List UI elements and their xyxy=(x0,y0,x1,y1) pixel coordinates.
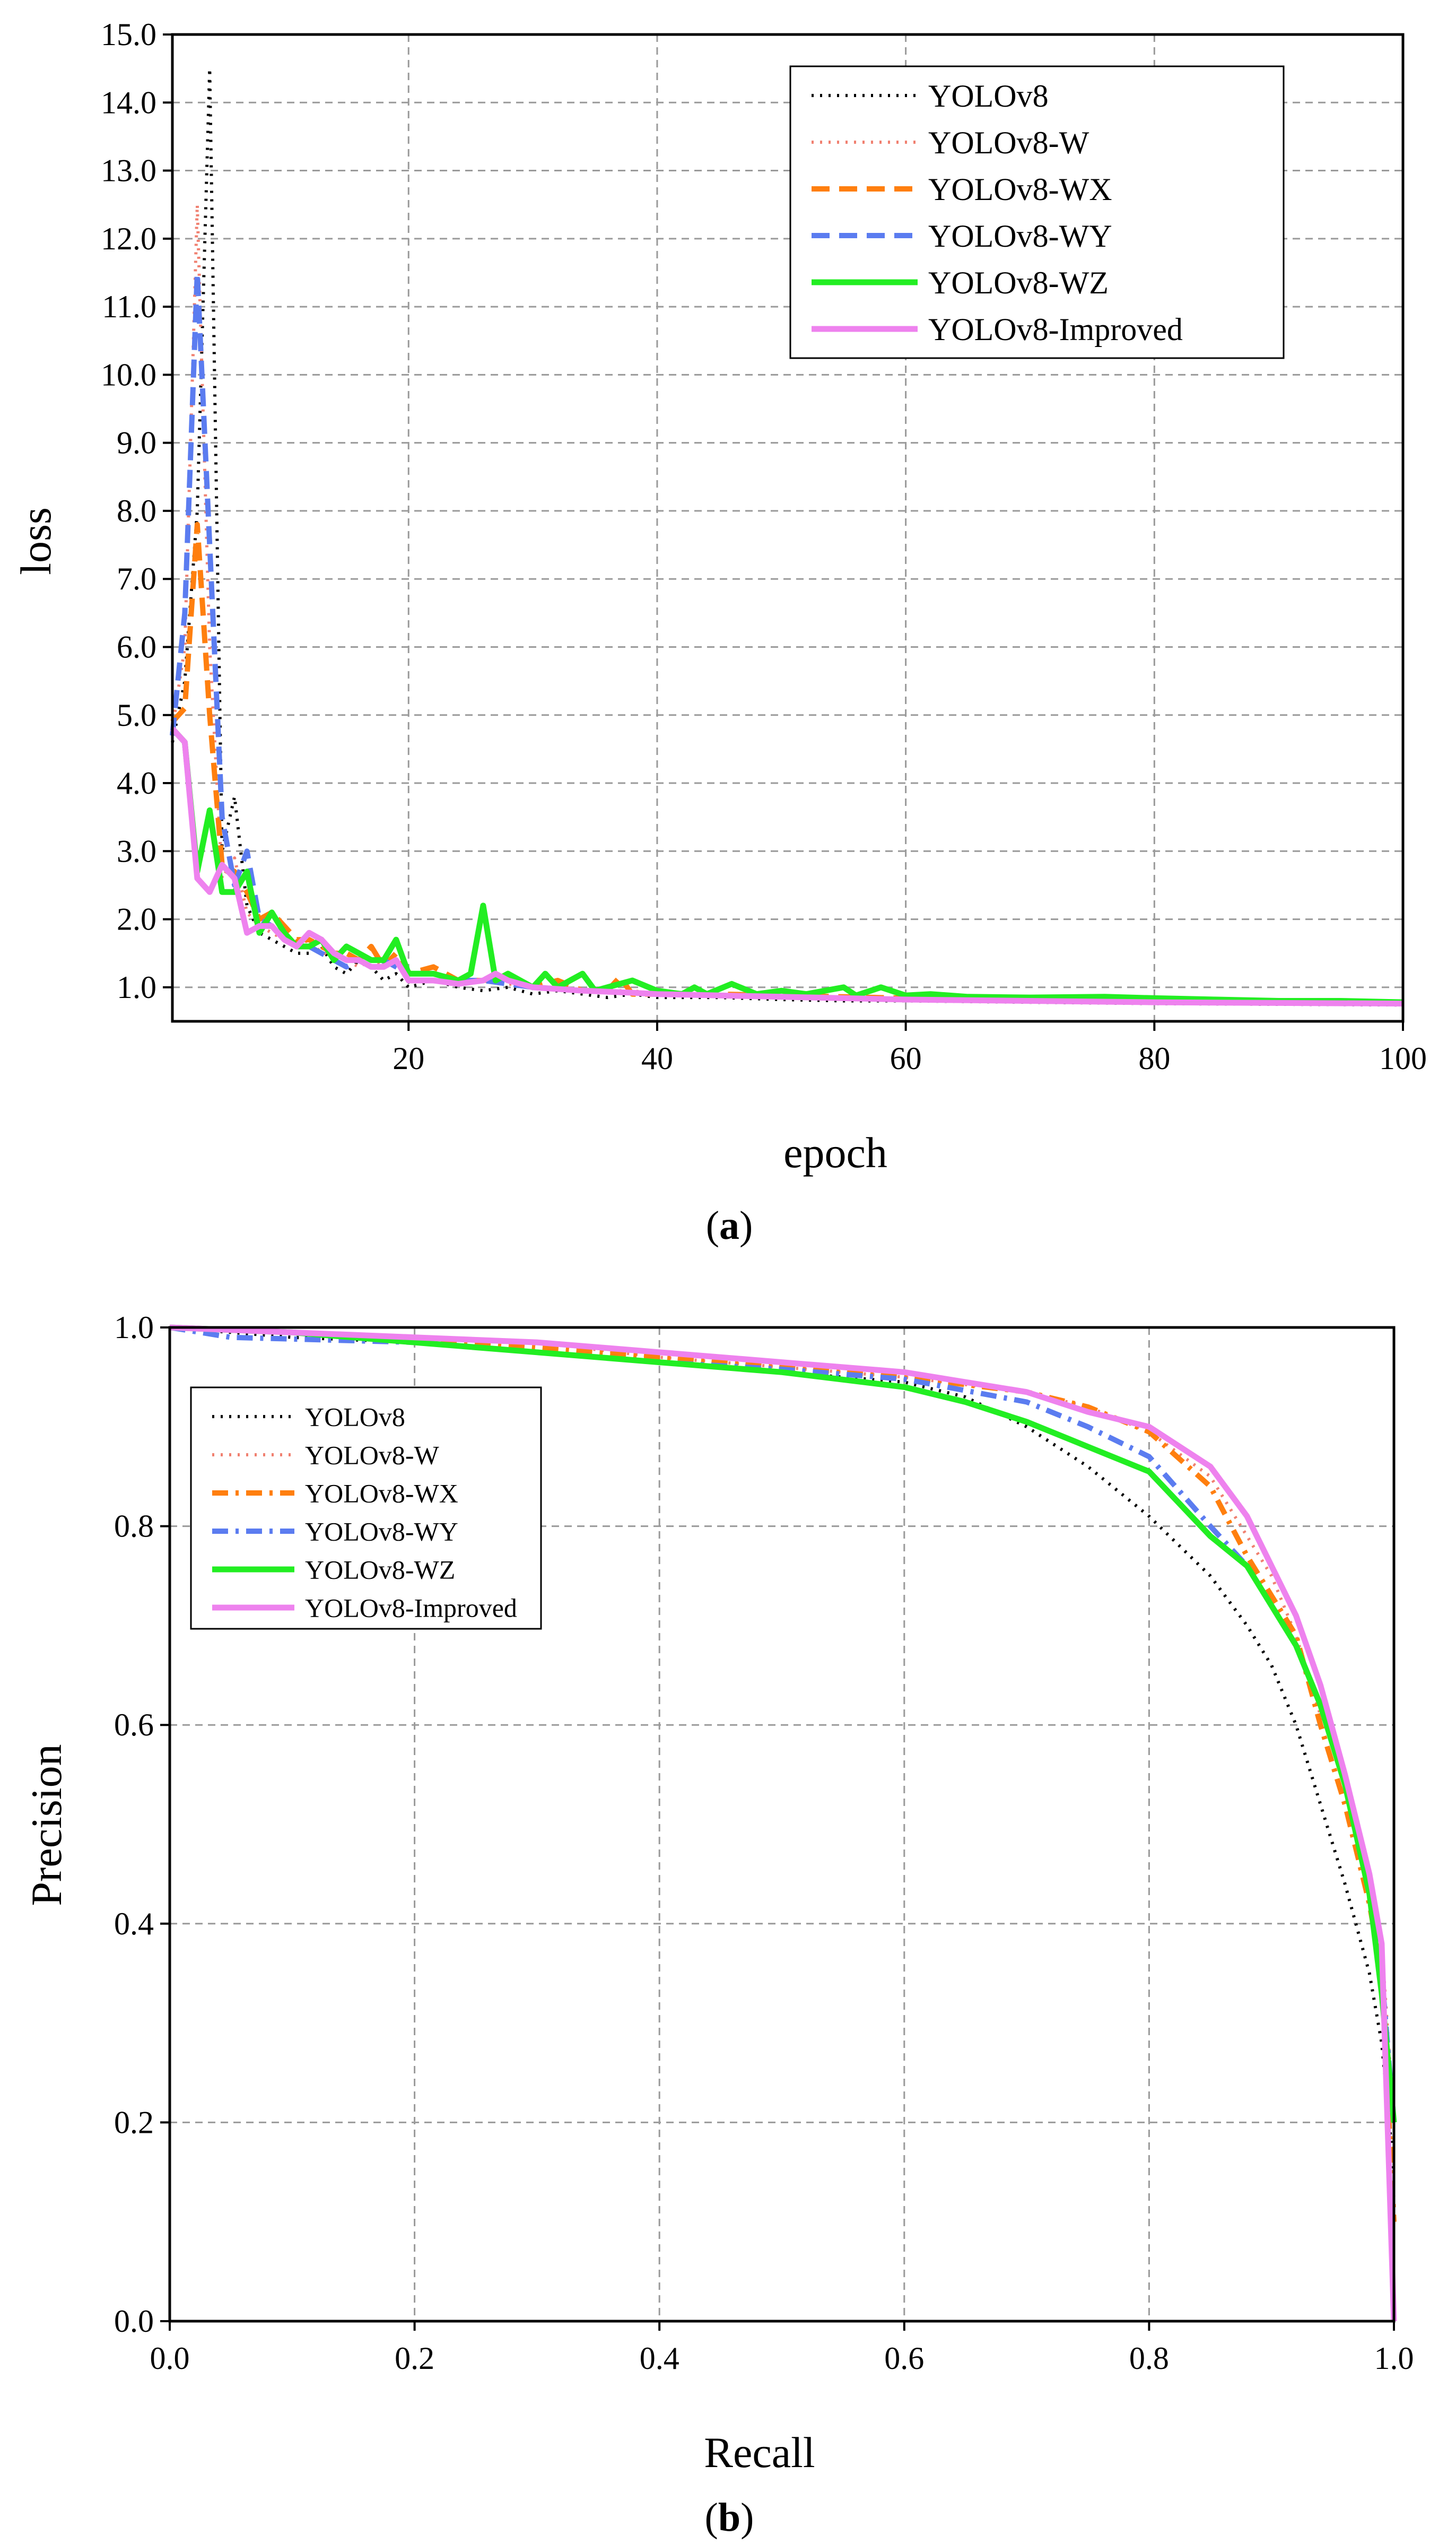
y-tick-label: 0.8 xyxy=(114,1509,154,1544)
y-tick-label: 8.0 xyxy=(117,493,156,528)
x-tick-label: 0.2 xyxy=(395,2341,434,2376)
y-tick-label: 1.0 xyxy=(114,1310,154,1345)
axes-frame xyxy=(171,33,1405,1023)
legend-label: YOLOv8 xyxy=(928,79,1049,114)
x-tick-label: 60 xyxy=(890,1041,922,1076)
y-tick-label: 13.0 xyxy=(101,153,156,188)
legend-label: YOLOv8-WZ xyxy=(305,1555,455,1585)
series-line-yolov8-improved xyxy=(169,1324,1397,2322)
legend-label: YOLOv8-WX xyxy=(928,172,1112,207)
legend-label: YOLOv8-WX xyxy=(305,1479,458,1508)
x-tick-label: 0.4 xyxy=(640,2341,679,2376)
panel-caption: (a) xyxy=(706,1203,753,1248)
x-axis-label: epoch xyxy=(783,1128,887,1177)
precision-recall-chart: 0.0 0.2 0.4 0.6 0.8 1.0 0.0 0.2 0.4 0.6 0.8 1.0 Rec… xyxy=(22,1310,1414,2540)
legend-label: YOLOv8-WY xyxy=(928,219,1112,254)
loss-chart: 20 40 60 80 100 1.0 2.0 3.0 4.0 5.0 6.0 7.0 8.0 9.0 10… xyxy=(12,17,1427,1248)
tick-labels: 0.0 0.2 0.4 0.6 0.8 1.0 0.0 0.2 0.4 0.6 0.8 1.0 xyxy=(114,1310,1414,2376)
legend-label: YOLOv8-W xyxy=(928,125,1089,160)
y-tick-label: 0.2 xyxy=(114,2105,154,2140)
y-tick-label: 0.4 xyxy=(114,1906,154,1941)
series-group xyxy=(170,67,1403,1007)
x-tick-label: 1.0 xyxy=(1374,2341,1414,2376)
axes-frame xyxy=(168,1326,1396,2323)
panel-caption: (b) xyxy=(705,2495,754,2540)
y-tick-label: 5.0 xyxy=(117,698,156,733)
legend-box xyxy=(789,65,1285,359)
y-tick-label: 4.0 xyxy=(117,766,156,801)
y-tick-label: 12.0 xyxy=(101,221,156,256)
y-tick-label: 14.0 xyxy=(101,85,156,120)
y-tick-label: 3.0 xyxy=(117,833,156,869)
y-tick-label: 0.0 xyxy=(114,2304,154,2339)
y-tick-label: 10.0 xyxy=(101,357,156,392)
x-tick-label: 0.6 xyxy=(884,2341,924,2376)
legend-label: YOLOv8-Improved xyxy=(928,312,1183,347)
legend-label: YOLOv8 xyxy=(305,1402,405,1432)
plot-frame xyxy=(171,33,1405,1023)
legend-label: YOLOv8-WY xyxy=(305,1517,458,1547)
y-tick-label: 9.0 xyxy=(117,426,156,461)
x-tick-label: 80 xyxy=(1138,1041,1170,1076)
y-tick-label: 0.6 xyxy=(114,1707,154,1742)
legend: YOLOv8 YOLOv8-W YOLOv8-WX YOLOv8-WY YOLOv8-W… xyxy=(190,1386,542,1630)
y-tick-label: 2.0 xyxy=(117,902,156,937)
grid-lines xyxy=(172,34,1403,1021)
series-line-yolov8-improved xyxy=(170,726,1403,1007)
y-tick-label: 11.0 xyxy=(102,289,156,324)
plot-frame xyxy=(168,1326,1396,2323)
x-tick-label: 40 xyxy=(641,1041,673,1076)
x-tick-label: 100 xyxy=(1379,1041,1427,1076)
x-axis-label: Recall xyxy=(704,2428,815,2477)
y-axis-label: Precision xyxy=(22,1744,71,1906)
legend-label: YOLOv8-Improved xyxy=(305,1593,517,1623)
legend: YOLOv8 YOLOv8-W YOLOv8-WX YOLOv8-WY YOLOv8-W… xyxy=(789,65,1285,359)
series-line-yolov8 xyxy=(171,67,1403,1007)
y-tick-label: 6.0 xyxy=(117,629,156,664)
series-line-yolov8-wz xyxy=(169,1324,1397,2123)
x-tick-label: 20 xyxy=(393,1041,424,1076)
series-group xyxy=(169,1324,1397,2322)
series-line-yolov8-wx xyxy=(169,1325,1397,2222)
legend-label: YOLOv8-WZ xyxy=(928,265,1109,300)
tick-labels: 20 40 60 80 100 1.0 2.0 3.0 4.0 5.0 6.0 7.0 8.0 9.0 10… xyxy=(101,17,1427,1076)
y-axis-label: loss xyxy=(12,507,60,575)
y-tick-label: 7.0 xyxy=(117,561,156,596)
legend-label: YOLOv8-W xyxy=(305,1440,440,1470)
series-line-yolov8-wz xyxy=(170,726,1403,1005)
y-tick-label: 1.0 xyxy=(117,970,156,1005)
y-tick-label: 15.0 xyxy=(101,17,156,52)
x-tick-label: 0.0 xyxy=(150,2341,190,2376)
legend-box xyxy=(190,1386,542,1630)
x-tick-label: 0.8 xyxy=(1129,2341,1169,2376)
